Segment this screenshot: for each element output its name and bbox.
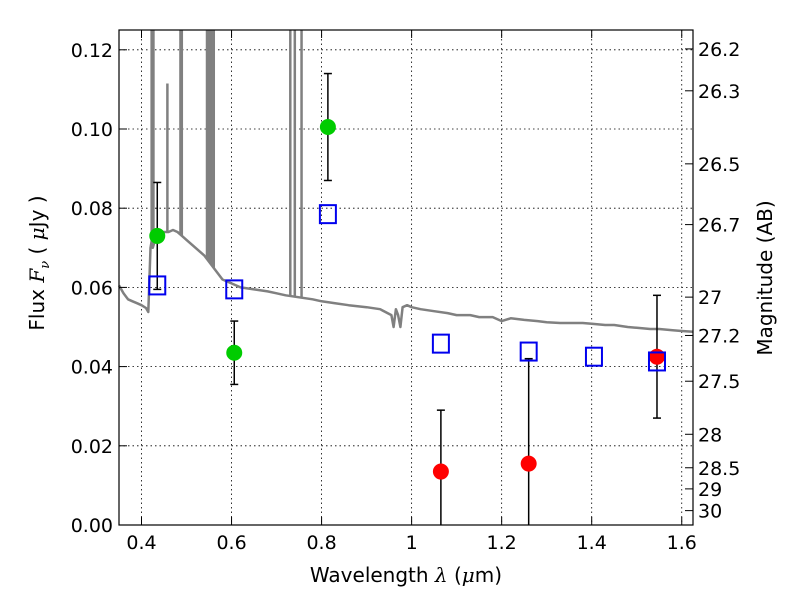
grid-lines (119, 30, 693, 526)
mag-tick-label: 26.2 (698, 39, 740, 61)
model-spectrum (117, 30, 694, 334)
mag-tick-label: 30 (698, 501, 722, 523)
detections-point (149, 227, 166, 244)
y-tick-label: 0.00 (71, 515, 113, 537)
y-tick-label: 0.02 (71, 436, 113, 458)
model-photometry-marker (225, 279, 244, 300)
detections-point (319, 119, 336, 136)
mag-tick-label: 26.5 (698, 154, 740, 176)
mag-tick-label: 28.5 (698, 458, 740, 480)
mag-tick-label: 28 (698, 424, 722, 446)
y-tick-label: 0.10 (71, 119, 113, 141)
spectrum-continuum (117, 228, 694, 334)
x-tick-label: 0.4 (126, 532, 156, 554)
x-tick-label: 0.8 (306, 532, 336, 554)
model-photometry-marker (318, 204, 337, 225)
mag-tick-label: 29 (698, 479, 722, 501)
non-detections-point (432, 463, 449, 480)
y2-axis-title: Magnitude (AB) (753, 200, 777, 355)
non-detections-point (520, 455, 537, 472)
x-tick-label: 1.2 (487, 532, 517, 554)
y-tick-label: 0.06 (71, 277, 113, 299)
mag-tick-label: 27.2 (698, 325, 740, 347)
x-tick-label: 1.4 (577, 532, 607, 554)
non-detections-point (648, 348, 665, 365)
x-tick-label: 1 (406, 532, 418, 554)
model-photometry-marker (519, 341, 538, 362)
data-markers (148, 119, 666, 480)
model-photometry-marker (431, 333, 450, 354)
model-photometry-marker (647, 351, 666, 372)
detections-point (226, 344, 243, 361)
mag-tick-label: 27.5 (698, 371, 740, 393)
mag-tick-label: 26.3 (698, 81, 740, 103)
y-axis-title: Flux Fν ( μJy ) (25, 195, 53, 330)
y-tick-label: 0.08 (71, 198, 113, 220)
model-photometry-marker (584, 346, 603, 367)
y-tick-label: 0.12 (71, 40, 113, 62)
mag-tick-label: 27 (698, 287, 722, 309)
plot-frame (118, 29, 694, 526)
mag-tick-label: 26.7 (698, 215, 740, 237)
axis-ticks: 0.4 0.6 0.8 1 1.2 1.4 1.6 0.00 0.02 0.04 0.06 0.08 0… (71, 30, 740, 554)
model-photometry-marker (148, 275, 167, 296)
x-tick-label: 0.6 (216, 532, 246, 554)
y-tick-label: 0.04 (71, 357, 113, 379)
x-axis-title: Wavelength λ (μm) (310, 563, 502, 587)
x-tick-label: 1.6 (667, 532, 697, 554)
